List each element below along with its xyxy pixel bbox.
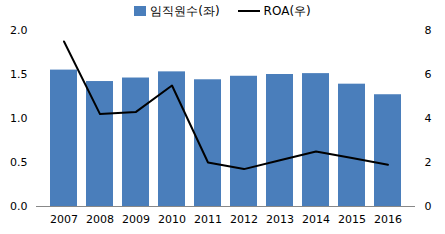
- html-text:ROA(우): ROA(우): [263, 3, 311, 18]
- svg-text:1.0: 1.0: [10, 112, 28, 125]
- svg-text:2009: 2009: [122, 213, 150, 226]
- svg-text:2015: 2015: [338, 213, 366, 226]
- svg-text:0: 0: [425, 200, 432, 213]
- svg-text:2010: 2010: [158, 213, 186, 226]
- svg-text:2016: 2016: [374, 213, 402, 226]
- svg-text:2012: 2012: [230, 213, 258, 226]
- svg-text:2: 2: [425, 156, 432, 169]
- svg-text:2014: 2014: [302, 213, 330, 226]
- svg-text:6: 6: [425, 68, 432, 81]
- svg-text:0.5: 0.5: [10, 156, 28, 169]
- svg-text:1.5: 1.5: [10, 68, 28, 81]
- html-text:임직원수(좌): 임직원수(좌): [150, 3, 220, 18]
- svg-text:4: 4: [425, 112, 432, 125]
- svg-text:2013: 2013: [266, 213, 294, 226]
- svg-text:2011: 2011: [194, 213, 222, 226]
- svg-text:2.0: 2.0: [10, 24, 28, 37]
- svg-text:2008: 2008: [86, 213, 114, 226]
- svg-text:8: 8: [425, 24, 432, 37]
- svg-text:0.0: 0.0: [10, 200, 28, 213]
- svg-text:2007: 2007: [50, 213, 78, 226]
